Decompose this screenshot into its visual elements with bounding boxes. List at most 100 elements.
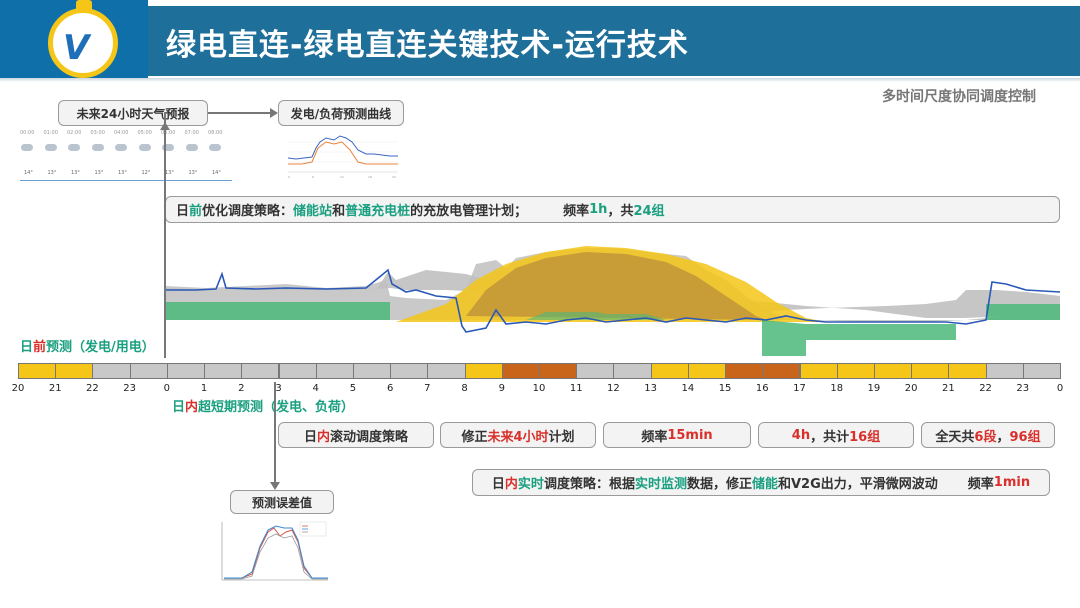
text-day: 日 (20, 340, 34, 355)
text-4h: 4h (791, 427, 811, 443)
timeline-cell (799, 363, 838, 379)
weather-temp: 13° (47, 170, 57, 176)
timeline-cell (650, 363, 689, 379)
daily-total-box: 全天共 6段， 96组 (921, 422, 1055, 448)
timeline-cell (166, 363, 206, 379)
text-strategy-based-on: 调度策略：根据 (543, 477, 635, 492)
text-intra: 内 (504, 477, 518, 492)
timeline-cell (1022, 363, 1061, 379)
cloud-icon (185, 144, 198, 151)
timeline-hour-label: 13 (644, 383, 658, 394)
timeline-hour-label: 21 (48, 383, 62, 394)
text-plan: 计划 (548, 429, 575, 445)
timeline-cell (501, 363, 540, 379)
cloud-icon (138, 144, 151, 151)
timeline-hour-label: 20 (11, 383, 25, 394)
weather-time: 07:00 (184, 130, 199, 136)
cloud-icon (162, 144, 174, 151)
text-ahead: 前 (33, 340, 47, 355)
text-day: 日 (172, 400, 186, 415)
error-mini-chart (212, 518, 332, 594)
weather-time: 01:00 (43, 130, 58, 136)
svg-text:18: 18 (368, 175, 372, 179)
weather-temp: 13° (118, 170, 127, 176)
weather-temp: 13° (71, 170, 80, 176)
timeline-hour-label: 20 (904, 383, 918, 394)
text-charger: 普通充电桩 (345, 204, 411, 219)
text-day: 日 (176, 204, 190, 219)
timeline-cell (204, 363, 243, 379)
weather-forecast-label: 未来24小时天气预报 (76, 106, 190, 121)
correction-box: 修正 未来4小时 计划 (440, 422, 596, 448)
page-title: 绿电直连-绿电直连关键技术-运行技术 (166, 28, 689, 63)
header: V 绿电直连-绿电直连关键技术-运行技术 (0, 0, 1080, 82)
weather-time: 05:00 (137, 130, 152, 136)
frequency-box: 频率 15min (603, 422, 751, 448)
weather-time: 06:00 (161, 130, 176, 136)
timeline-hour-label: 6 (386, 383, 394, 394)
cloud-icon (68, 144, 80, 151)
timeline-hour-label: 14 (681, 383, 695, 394)
timeline-cell (539, 363, 578, 379)
timeline-hour-label: 11 (569, 383, 583, 394)
text-rolling-strategy: 滚动调度策略 (330, 429, 409, 445)
text-ahead: 前 (189, 204, 203, 219)
timeline-hour-label: 10 (532, 383, 546, 394)
intraday-forecast-label: 日内超短期预测（发电、负荷） (172, 396, 354, 415)
timeline-hour-label: 4 (312, 383, 319, 394)
timeline-hour-label: 16 (755, 383, 769, 394)
text-day: 日 (303, 429, 317, 445)
timeline-hour-label: 19 (867, 383, 881, 394)
timeline-cell (985, 363, 1024, 379)
text-all-day: 全天共 (935, 429, 975, 445)
arrow-head-icon (270, 108, 278, 118)
text-intra: 内 (185, 400, 199, 415)
forecast-error-box: 预测误差值 (230, 490, 334, 514)
weather-temp: 12° (141, 170, 151, 176)
day-ahead-forecast-label: 日前预测（发电/用电） (20, 336, 155, 355)
text-v2g-smoothing: 和V2G出力，平滑微网波动 (778, 477, 938, 492)
timeline-cell (18, 363, 57, 379)
timeline-hour-label: 18 (830, 383, 844, 394)
forecast-mini-chart: 0 6 12 18 24 (282, 128, 402, 182)
timeline-cell (762, 363, 801, 379)
text-plan: 的充放电管理计划； (410, 204, 528, 219)
svg-text:6: 6 (312, 175, 314, 179)
timeline-cell (725, 363, 764, 379)
text-freq-value: 1h (589, 202, 608, 217)
arrow-vertical-down (274, 382, 276, 482)
header-band (0, 6, 1080, 76)
text-and: 和 (332, 204, 346, 219)
text-6-segments: 6段 (974, 429, 997, 445)
timeline-hour-label: 21 (941, 383, 955, 394)
weather-temp: 14° (212, 170, 221, 176)
cloud-icon (21, 144, 33, 151)
timeline-cell (911, 363, 950, 379)
timeline-hour-label: 17 (793, 383, 806, 394)
timeline-cell (427, 363, 466, 379)
arrow-weather-to-forecast (208, 112, 272, 114)
forecast-curve-label: 发电/负荷预测曲线 (290, 106, 392, 121)
arrow-up-head-icon (160, 122, 170, 130)
weather-time: 02:00 (67, 130, 82, 136)
weather-temp: 13° (94, 170, 104, 176)
weather-time: 00:00 (20, 130, 35, 136)
text-freq: 频率 (641, 429, 668, 445)
weather-time: 03:00 (90, 130, 105, 136)
group-count-box: 4h ，共计 16组 (758, 422, 914, 448)
timeline-cell (92, 363, 131, 379)
temperature-line (20, 180, 232, 181)
arrow-down-head-icon (270, 482, 280, 490)
text-total: ，共计 (810, 429, 850, 445)
timeline-cell (352, 363, 392, 379)
logo-area: V (0, 0, 148, 80)
cloud-icon (91, 144, 104, 151)
text-realtime-monitoring: 实时监测 (634, 477, 687, 492)
text-strategy: 优化调度策略： (202, 204, 294, 219)
weather-temp: 13° (165, 170, 174, 176)
text-freq: 频率 (967, 477, 994, 492)
text-storage: 储能 (751, 477, 778, 492)
timeline-cell (241, 363, 280, 379)
timeline-cell (687, 363, 727, 379)
load-profile-chart (166, 246, 1060, 356)
